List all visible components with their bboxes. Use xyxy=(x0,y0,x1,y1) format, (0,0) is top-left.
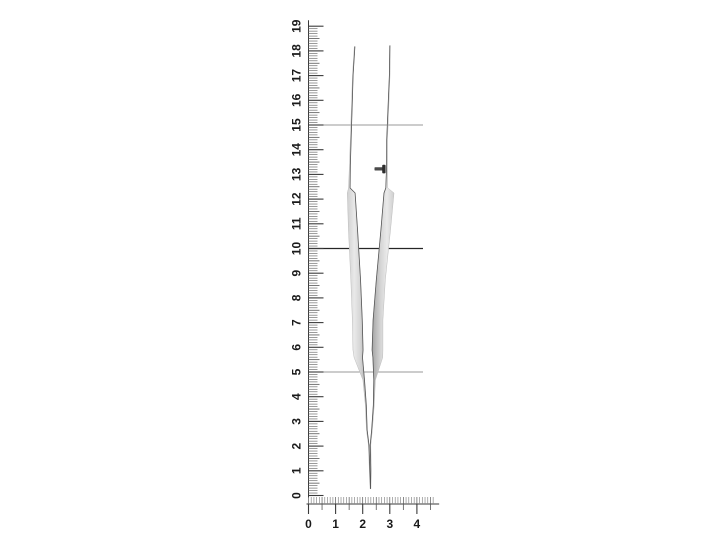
svg-text:11: 11 xyxy=(290,217,304,230)
svg-text:19: 19 xyxy=(290,19,304,33)
svg-text:16: 16 xyxy=(290,93,304,107)
svg-text:9: 9 xyxy=(290,270,304,277)
svg-text:12: 12 xyxy=(290,192,304,206)
svg-text:4: 4 xyxy=(414,517,421,531)
svg-text:6: 6 xyxy=(290,344,304,351)
svg-text:5: 5 xyxy=(290,368,304,375)
svg-text:10: 10 xyxy=(290,242,304,256)
svg-text:14: 14 xyxy=(290,143,304,157)
svg-text:3: 3 xyxy=(290,418,304,425)
svg-text:2: 2 xyxy=(359,517,366,531)
svg-text:15: 15 xyxy=(290,118,304,132)
svg-text:0: 0 xyxy=(305,517,312,531)
svg-text:18: 18 xyxy=(290,44,304,58)
svg-text:13: 13 xyxy=(290,167,304,181)
svg-text:8: 8 xyxy=(290,294,304,301)
svg-text:3: 3 xyxy=(386,517,393,531)
svg-text:17: 17 xyxy=(290,69,304,83)
svg-text:1: 1 xyxy=(332,517,339,531)
svg-text:2: 2 xyxy=(290,442,304,449)
svg-text:0: 0 xyxy=(290,492,304,499)
svg-text:4: 4 xyxy=(290,393,304,400)
svg-text:7: 7 xyxy=(290,319,304,326)
svg-text:1: 1 xyxy=(290,467,304,474)
